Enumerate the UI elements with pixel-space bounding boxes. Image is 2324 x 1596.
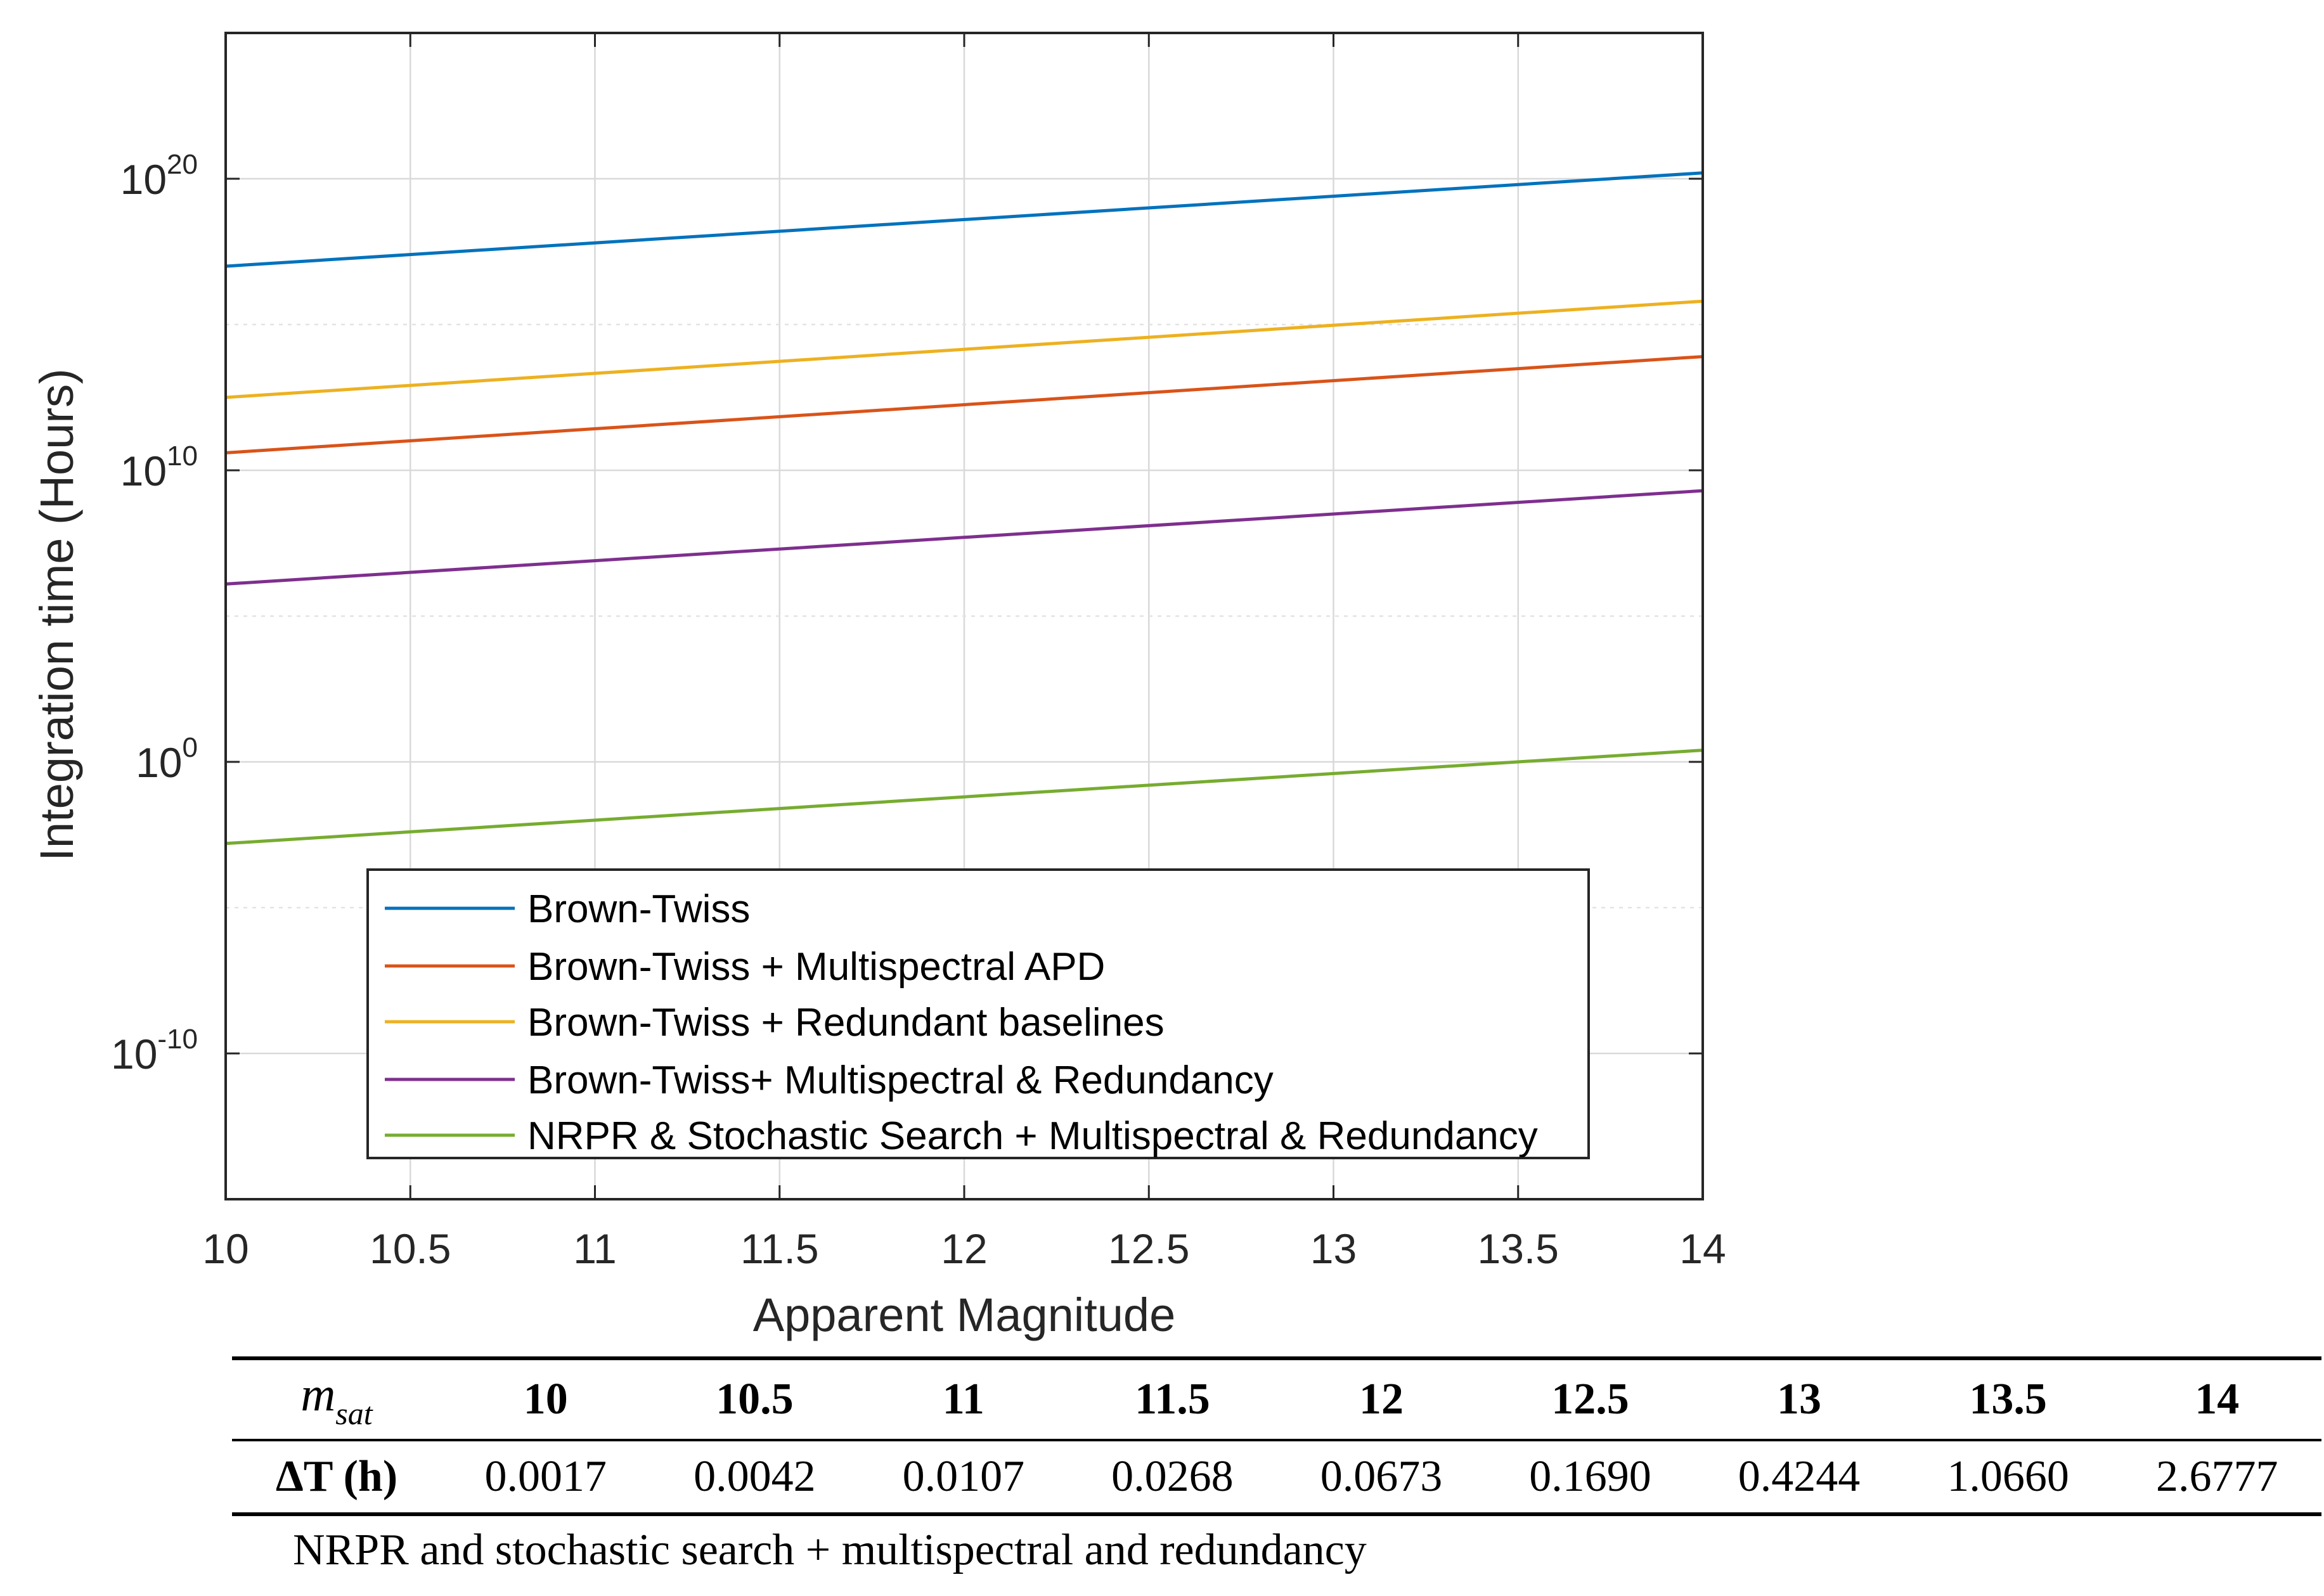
- legend-box: [366, 868, 1590, 1159]
- magnitude-cell: 11: [859, 1356, 1068, 1441]
- x-tick-label: 10: [202, 1225, 249, 1272]
- legend-label: Brown-Twiss+ Multispectral & Redundancy: [527, 1059, 1274, 1102]
- x-tick-label: 12.5: [1108, 1225, 1189, 1272]
- x-tick-label: 14: [1679, 1225, 1726, 1272]
- x-tick-label: 13: [1310, 1225, 1357, 1272]
- y-tick-label: 100: [136, 732, 198, 786]
- x-tick-label: 12: [941, 1225, 987, 1272]
- y-tick-label: 1020: [120, 149, 198, 203]
- magnitude-cell: 10.5: [650, 1356, 860, 1441]
- magnitude-cell: 13: [1695, 1356, 1904, 1441]
- table-value-row: ΔT (h) 0.0017 0.0042 0.0107 0.0268 0.067…: [232, 1440, 2321, 1516]
- y-tick-label-exponent: 0: [183, 732, 198, 763]
- msat-label: msat: [232, 1356, 441, 1441]
- msat-label-subscript: sat: [335, 1396, 373, 1431]
- series-line: [225, 171, 1703, 268]
- delta-t-cell: 0.4244: [1695, 1440, 1904, 1516]
- x-tick-label: 13.5: [1478, 1225, 1559, 1272]
- magnitude-cell: 10: [441, 1356, 650, 1441]
- axis-ticks: [224, 33, 1704, 1199]
- legend-label: NRPR & Stochastic Search + Multispectral…: [527, 1114, 1538, 1158]
- y-axis-label: Integration time (Hours): [30, 368, 83, 861]
- legend-label: Brown-Twiss: [527, 887, 750, 931]
- series-line: [225, 299, 1703, 399]
- y-tick-label: 1010: [120, 441, 198, 494]
- delta-t-cell: 0.1690: [1485, 1440, 1695, 1516]
- y-tick-label-base: 10: [136, 739, 182, 786]
- x-tick-label: 11.5: [740, 1225, 819, 1272]
- table-caption: NRPR and stochastic search + multispectr…: [293, 1526, 1367, 1574]
- series-lines: [225, 171, 1703, 846]
- delta-t-cell: 0.0017: [441, 1440, 650, 1516]
- magnitude-cell: 12.5: [1485, 1356, 1695, 1441]
- msat-label-main: m: [300, 1368, 336, 1421]
- magnitude-cell: 13.5: [1903, 1356, 2113, 1441]
- magnitude-cell: 11.5: [1068, 1356, 1277, 1441]
- y-tick-label-base: 10: [120, 156, 167, 203]
- y-tick-label-base: 10: [120, 447, 167, 494]
- y-tick-label-exponent: 20: [167, 149, 198, 180]
- table-header-row: msat 10 10.5 11 11.5 12 12.5 13 13.5 14: [232, 1356, 2321, 1441]
- series-line: [225, 355, 1703, 454]
- chart: 10 10.5 11 11.5 12 12.5 13 13.5 14 10-1010010101…: [30, 32, 1726, 1341]
- delta-t-cell: 0.0107: [859, 1440, 1068, 1516]
- y-tick-label-exponent: -10: [157, 1024, 198, 1055]
- magnitude-cell: 12: [1277, 1356, 1486, 1441]
- delta-t-cell: 1.0660: [1903, 1440, 2113, 1516]
- delta-t-cell: 0.0042: [650, 1440, 860, 1516]
- legend-label: Brown-Twiss + Multispectral APD: [527, 945, 1105, 989]
- y-tick-label-base: 10: [111, 1031, 157, 1078]
- x-tick-label: 10.5: [370, 1225, 451, 1272]
- y-tick-label-exponent: 10: [167, 441, 198, 472]
- x-axis-label: Apparent Magnitude: [753, 1289, 1175, 1341]
- delta-t-cell: 2.6777: [2112, 1440, 2321, 1516]
- delta-t-cell: 0.0673: [1277, 1440, 1486, 1516]
- series-line: [225, 489, 1703, 586]
- delta-t-cell: 0.0268: [1068, 1440, 1277, 1516]
- y-tick-label: 10-10: [111, 1024, 198, 1078]
- delta-t-label: ΔT (h): [232, 1440, 441, 1516]
- legend-label: Brown-Twiss + Redundant baselines: [527, 1001, 1165, 1045]
- x-tick-labels: 10 10.5 11 11.5 12 12.5 13 13.5 14: [202, 1225, 1726, 1272]
- legend: Brown-Twiss Brown-Twiss + Multispectral A…: [366, 868, 1590, 1159]
- magnitude-cell: 14: [2112, 1356, 2321, 1441]
- series-line: [225, 749, 1703, 846]
- x-tick-label: 11: [573, 1225, 617, 1272]
- magnitude-delta-t-table: msat 10 10.5 11 11.5 12 12.5 13 13.5 14 …: [232, 1356, 2321, 1516]
